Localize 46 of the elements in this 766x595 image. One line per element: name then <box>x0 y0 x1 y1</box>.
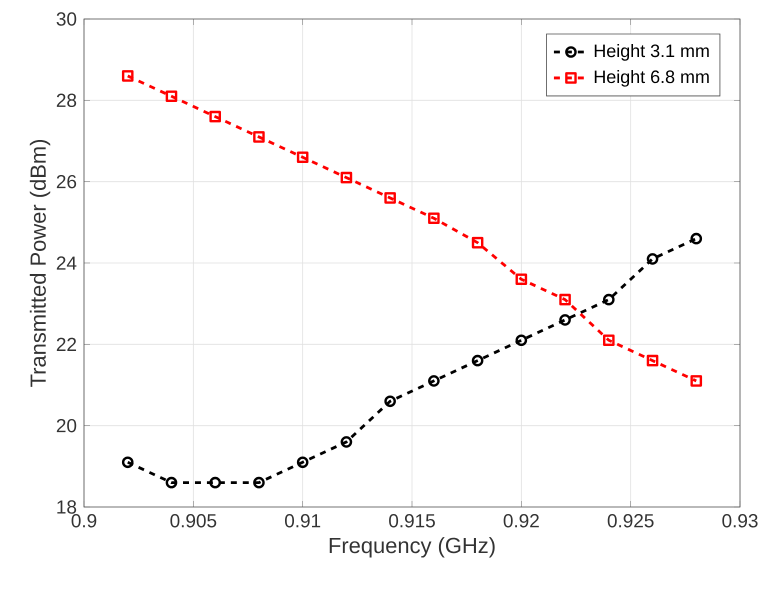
point <box>428 375 440 387</box>
point <box>690 375 702 387</box>
point <box>209 476 222 488</box>
legend-label: Height 6.8 mm <box>594 70 709 87</box>
point <box>472 236 484 248</box>
point <box>559 314 571 326</box>
point <box>253 476 265 488</box>
y-tick-label: 28 <box>56 94 76 108</box>
point <box>603 334 615 346</box>
point <box>253 131 265 143</box>
point <box>340 436 352 448</box>
point <box>166 476 178 488</box>
point <box>516 273 528 286</box>
y-tick-label: 18 <box>57 500 76 514</box>
point <box>646 253 658 265</box>
x-tick-label: 0.905 <box>170 514 216 528</box>
point <box>646 354 658 366</box>
x-tick-label: 0.93 <box>722 514 758 528</box>
point <box>122 70 134 82</box>
point <box>166 90 178 102</box>
x-tick-label: 0.9 <box>72 514 96 528</box>
y-tick-label: 30 <box>56 12 76 26</box>
y-tick-label: 26 <box>56 174 76 188</box>
point <box>340 172 352 184</box>
x-axis-title: Frequency (GHz) <box>330 537 495 558</box>
y-tick-label: 20 <box>56 418 76 432</box>
x-tick-label: 0.915 <box>389 514 435 528</box>
point <box>209 110 222 122</box>
point <box>296 456 308 468</box>
point <box>516 334 528 346</box>
point <box>384 395 396 408</box>
point <box>472 354 484 366</box>
y-tick-label: 24 <box>56 256 76 270</box>
y-axis-title: Transmitted Power (dBm) <box>30 140 50 387</box>
x-tick-label: 0.91 <box>285 514 320 528</box>
point <box>690 232 702 244</box>
point <box>428 212 440 224</box>
point <box>122 456 134 468</box>
point <box>603 294 615 306</box>
x-tick-label: 0.92 <box>504 514 539 528</box>
y-tick-label: 22 <box>56 338 76 351</box>
point <box>559 294 571 306</box>
point <box>384 192 396 204</box>
point <box>296 151 308 164</box>
x-tick-label: 0.925 <box>608 514 654 528</box>
legend-label: Height 3.1 mm <box>594 44 709 61</box>
